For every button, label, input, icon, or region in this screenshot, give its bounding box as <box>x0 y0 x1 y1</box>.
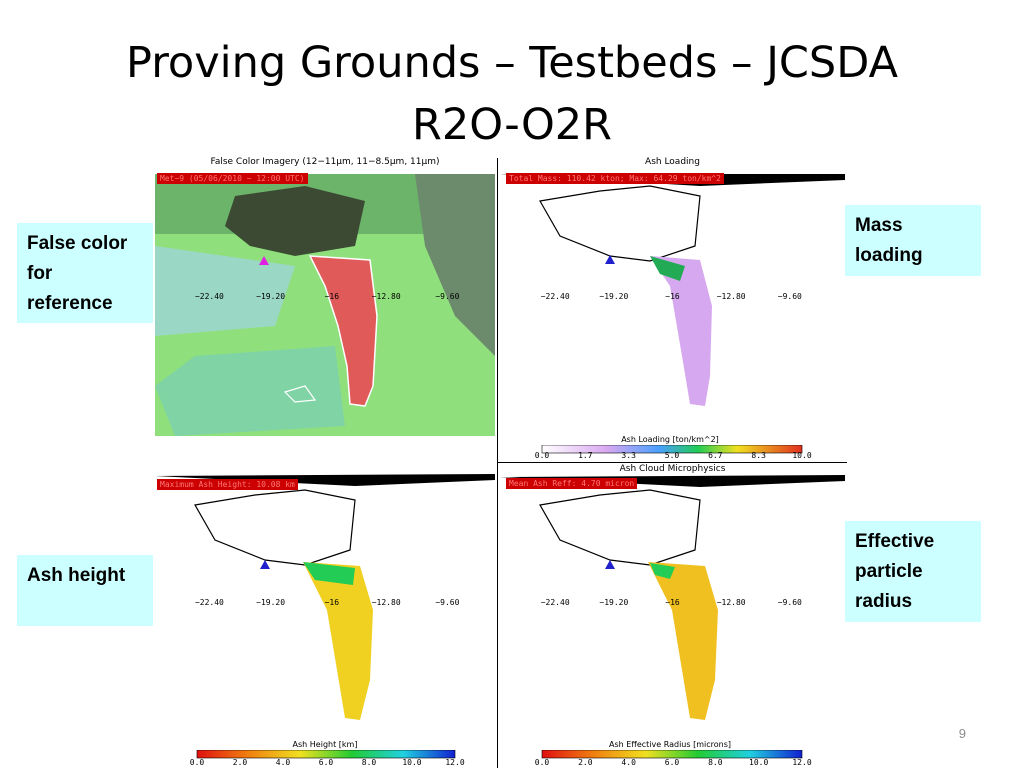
ash-height-panel: Maximum Ash Height: 10.08 km Ash Height … <box>155 470 495 768</box>
ash-loading-panel: Ash Loading Total Mass: 110.42 kton; Max… <box>500 156 845 461</box>
tick: 12.0 <box>445 758 465 767</box>
slide-title-line1: Proving Grounds – Testbeds – JCSDA <box>126 38 898 88</box>
callout-effective-radius: Effective particle radius <box>845 521 981 622</box>
slide-title-line2: R2O-O2R <box>411 100 613 150</box>
ash-height-lon-labels: −22.40 −19.20 −16 −12.80 −9.60 <box>155 598 495 610</box>
tick: 0.0 <box>189 758 205 767</box>
lon-label: −12.80 <box>371 292 401 301</box>
tick: 2.0 <box>232 758 248 767</box>
ash-loading-ticks: 0.0 1.7 3.3 5.0 6.7 8.3 10.0 <box>535 451 812 461</box>
false-color-info-label: Met−9 (05/06/2010 − 12:00 UTC) <box>157 173 308 184</box>
ash-loading-title: Ash Loading <box>645 157 700 167</box>
lon-label: −16 <box>665 292 680 301</box>
tick: 10.0 <box>749 758 769 767</box>
tick: 2.0 <box>578 758 593 767</box>
panel-divider-horizontal <box>497 462 847 463</box>
lon-label: −9.60 <box>777 292 802 301</box>
ash-loading-lon-labels: −22.40 −19.20 −16 −12.80 −9.60 <box>500 292 845 304</box>
tick: 1.7 <box>578 451 593 460</box>
tick: 12.0 <box>792 758 812 767</box>
ash-height-info-label: Maximum Ash Height: 10.08 km <box>157 479 298 490</box>
microphysics-map <box>500 475 845 720</box>
tick: 10.0 <box>792 451 812 460</box>
tick: 3.3 <box>621 451 636 460</box>
lon-label: −22.40 <box>540 598 570 607</box>
lon-label: −16 <box>324 598 340 607</box>
ash-loading-colorbar <box>541 445 803 454</box>
lon-label: −19.20 <box>599 598 629 607</box>
tick: 8.3 <box>751 451 766 460</box>
tick: 0.0 <box>534 758 550 767</box>
tick: 8.0 <box>708 758 723 767</box>
tick: 6.7 <box>708 451 723 460</box>
lon-label: −9.60 <box>777 598 802 607</box>
tick: 0.0 <box>534 451 550 460</box>
microphysics-info-label: Mean Ash Reff: 4.70 micron <box>506 478 638 489</box>
lon-label: −12.80 <box>371 598 401 607</box>
panel-divider-vertical <box>497 158 498 768</box>
lon-label: −9.60 <box>435 292 460 301</box>
slide-number: 9 <box>958 726 966 741</box>
lon-label: −19.20 <box>599 292 629 301</box>
ash-height-colorbar-title: Ash Height [km] <box>292 740 358 749</box>
microphysics-title: Ash Cloud Microphysics <box>619 464 726 474</box>
ash-loading-colorbar-title: Ash Loading [ton/km^2] <box>621 435 719 444</box>
tick: 5.0 <box>664 451 680 460</box>
lon-label: −22.40 <box>194 292 224 301</box>
microphysics-colorbar <box>541 750 803 759</box>
microphysics-lon-labels: −22.40 −19.20 −16 −12.80 −9.60 <box>500 598 845 610</box>
lon-label: −22.40 <box>194 598 224 607</box>
false-color-panel: False Color Imagery (12−11μm, 11−8.5μm, … <box>155 156 495 436</box>
tick: 8.0 <box>361 758 377 767</box>
lon-label: −19.20 <box>256 292 286 301</box>
microphysics-colorbar-title: Ash Effective Radius [microns] <box>609 740 731 749</box>
lon-label: −19.20 <box>256 598 286 607</box>
false-color-image <box>155 174 495 436</box>
microphysics-panel: Ash Cloud Microphysics Mean Ash Reff: 4.… <box>500 463 845 768</box>
ash-height-colorbar <box>196 750 456 759</box>
callout-ash-height: Ash height <box>17 555 153 626</box>
callout-mass-loading: Mass loading <box>845 205 981 276</box>
tick: 4.0 <box>621 758 636 767</box>
lon-label: −16 <box>665 598 680 607</box>
ash-loading-map <box>500 174 845 406</box>
ash-height-map <box>155 474 495 720</box>
callout-false-color: False color for reference <box>17 223 153 323</box>
ash-height-ticks: 0.0 2.0 4.0 6.0 8.0 10.0 12.0 <box>190 758 465 768</box>
lon-label: −22.40 <box>540 292 570 301</box>
microphysics-ticks: 0.0 2.0 4.0 6.0 8.0 10.0 12.0 <box>535 758 812 768</box>
false-color-lon-labels: −22.40 −19.20 −16 −12.80 −9.60 <box>155 292 495 304</box>
lon-label: −9.60 <box>435 598 460 607</box>
tick: 10.0 <box>402 758 422 767</box>
tick: 6.0 <box>664 758 680 767</box>
tick: 4.0 <box>275 758 291 767</box>
lon-label: −16 <box>324 292 340 301</box>
false-color-title: False Color Imagery (12−11μm, 11−8.5μm, … <box>210 157 440 167</box>
tick: 6.0 <box>318 758 334 767</box>
lon-label: −12.80 <box>716 598 746 607</box>
lon-label: −12.80 <box>716 292 746 301</box>
ash-loading-info-label: Total Mass: 110.42 kton; Max: 64.29 ton/… <box>506 173 724 184</box>
